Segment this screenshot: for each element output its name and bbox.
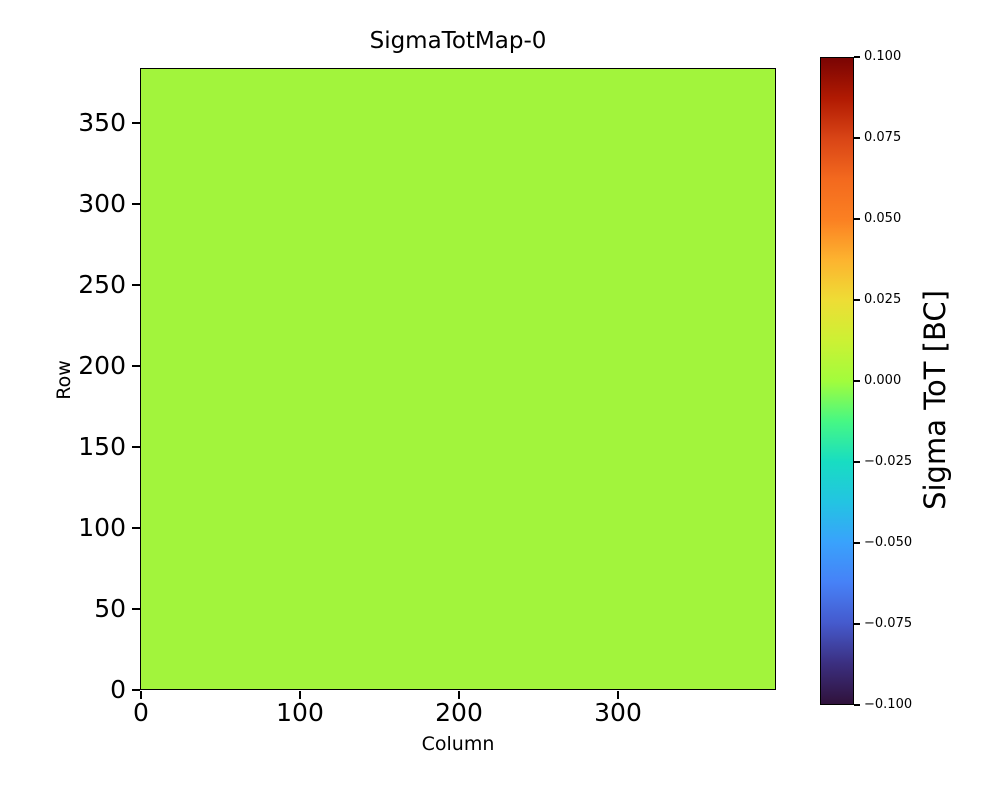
y-tick-mark <box>132 689 140 691</box>
colorbar-tick-label: 0.075 <box>864 130 902 145</box>
y-tick-mark <box>132 203 140 205</box>
colorbar-tick-mark <box>854 380 860 382</box>
y-tick-label: 0 <box>110 675 126 704</box>
y-tick-label: 100 <box>78 513 126 542</box>
colorbar-tick-mark <box>854 461 860 463</box>
chart-title: SigmaTotMap-0 <box>369 28 547 54</box>
x-tick-mark <box>299 691 301 699</box>
y-tick-mark <box>132 608 140 610</box>
colorbar-tick-label: 0.100 <box>864 49 902 64</box>
colorbar-tick-mark <box>854 542 860 544</box>
y-tick-mark <box>132 284 140 286</box>
y-tick-mark <box>132 122 140 124</box>
x-tick-label: 300 <box>594 698 642 727</box>
y-tick-mark <box>132 365 140 367</box>
y-tick-label: 150 <box>78 432 126 461</box>
x-tick-mark <box>140 691 142 699</box>
colorbar-tick-label: 0.025 <box>864 292 902 307</box>
heatmap-plot-area <box>140 68 776 690</box>
colorbar-tick-mark <box>854 623 860 625</box>
y-tick-mark <box>132 446 140 448</box>
x-axis-label: Column <box>421 733 495 755</box>
colorbar-tick-mark <box>854 218 860 220</box>
x-tick-label: 0 <box>133 698 149 727</box>
colorbar-tick-label: 0.050 <box>864 211 902 226</box>
colorbar-tick-mark <box>854 137 860 139</box>
colorbar-tick-mark <box>854 56 860 58</box>
x-tick-label: 100 <box>276 698 324 727</box>
y-axis-label: Row <box>53 360 75 400</box>
y-tick-mark <box>132 527 140 529</box>
colorbar-tick-mark <box>854 299 860 301</box>
y-tick-label: 50 <box>94 594 126 623</box>
y-tick-label: 250 <box>78 270 126 299</box>
x-tick-mark <box>458 691 460 699</box>
colorbar-gradient <box>820 57 854 705</box>
colorbar-tick-label: 0.000 <box>864 373 902 388</box>
y-tick-label: 300 <box>78 189 126 218</box>
y-tick-label: 200 <box>78 351 126 380</box>
x-tick-mark <box>617 691 619 699</box>
colorbar-tick-label: −0.025 <box>864 454 913 469</box>
colorbar-tick-mark <box>854 704 860 706</box>
y-tick-label: 350 <box>78 108 126 137</box>
colorbar-tick-label: −0.100 <box>864 697 913 712</box>
colorbar-tick-label: −0.075 <box>864 616 913 631</box>
colorbar-label: Sigma ToT [BC] <box>918 290 952 510</box>
x-tick-label: 200 <box>435 698 483 727</box>
colorbar-tick-label: −0.050 <box>864 535 913 550</box>
